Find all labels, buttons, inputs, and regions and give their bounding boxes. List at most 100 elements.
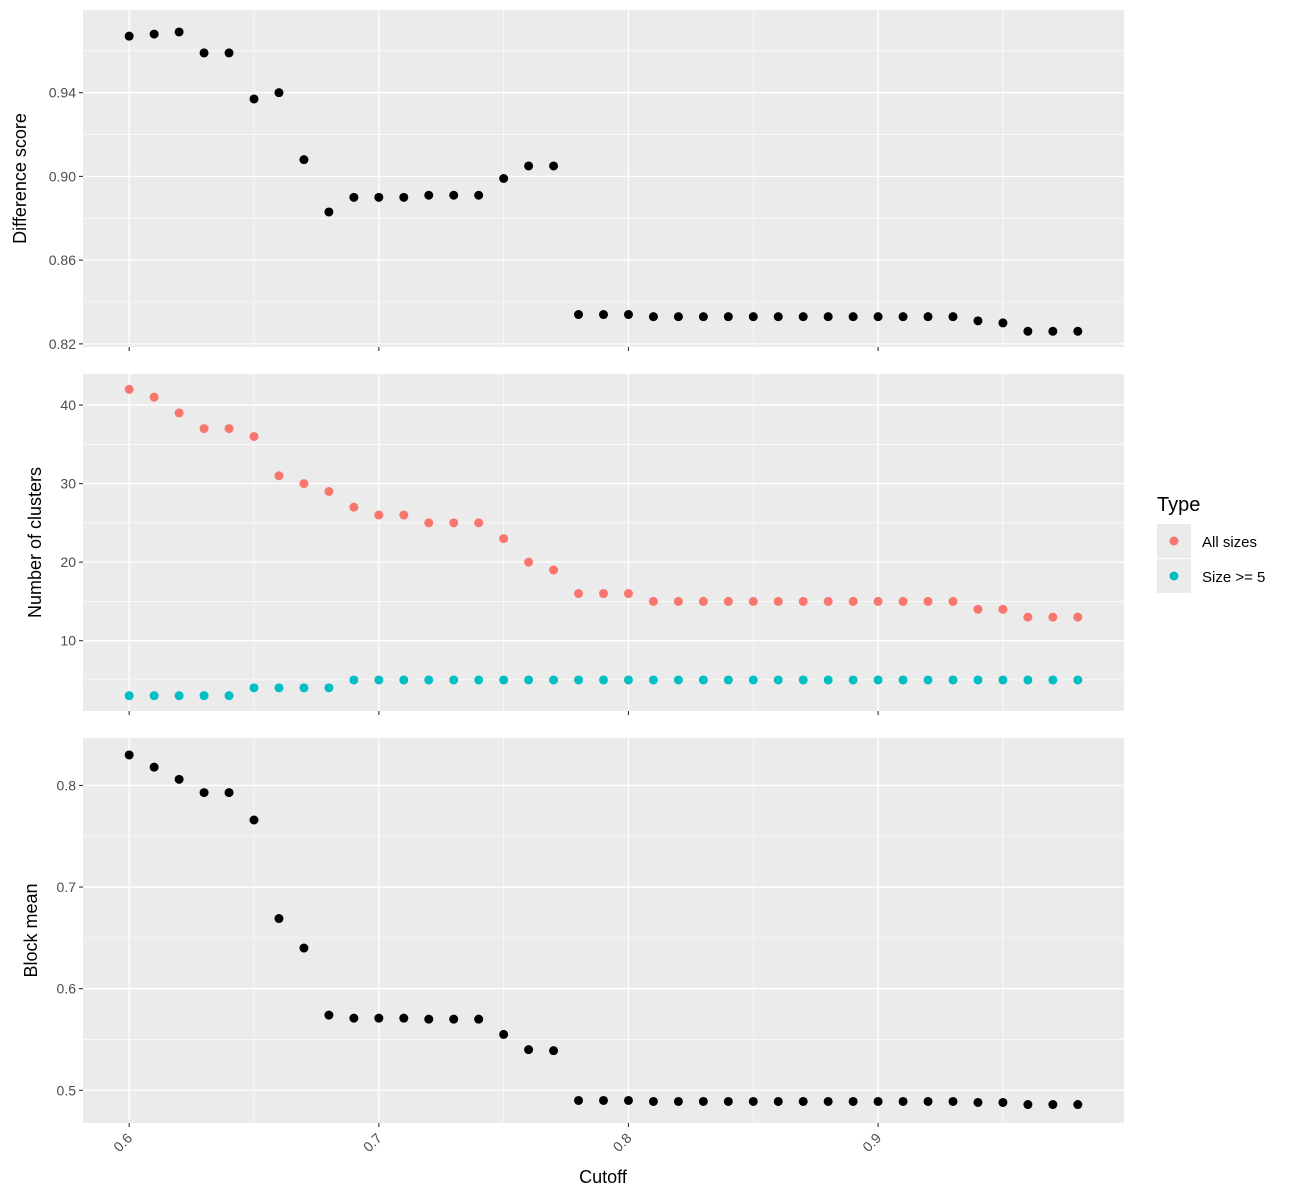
legend: Type All sizes Size >= 5 — [1157, 494, 1265, 593]
data-point — [1023, 1100, 1033, 1110]
data-point — [499, 675, 509, 685]
data-point — [823, 675, 833, 685]
data-point — [124, 750, 134, 760]
data-point — [349, 192, 359, 202]
data-point — [998, 318, 1008, 328]
y-tick-label: 10 — [60, 633, 76, 649]
y-tick-label: 0.8 — [57, 777, 77, 793]
data-point — [648, 596, 658, 606]
data-point — [424, 518, 434, 528]
data-point — [723, 312, 733, 322]
data-point — [424, 190, 434, 200]
data-point — [399, 192, 409, 202]
data-point — [174, 408, 184, 418]
data-point — [374, 1013, 384, 1023]
data-point — [748, 596, 758, 606]
panel-background — [83, 738, 1124, 1123]
y-axis-title: Number of clusters — [25, 467, 45, 618]
data-point — [898, 1096, 908, 1106]
data-point — [174, 774, 184, 784]
y-tick-label: 0.6 — [57, 981, 77, 997]
data-point — [948, 675, 958, 685]
data-point — [274, 914, 284, 924]
data-point — [324, 683, 334, 693]
data-point — [898, 675, 908, 685]
y-tick-label: 0.86 — [49, 252, 76, 268]
data-point — [549, 565, 559, 575]
data-point — [798, 312, 808, 322]
data-point — [474, 1014, 484, 1024]
data-point — [149, 29, 159, 39]
data-point — [549, 675, 559, 685]
data-point — [773, 312, 783, 322]
y-tick-label: 0.82 — [49, 336, 76, 352]
data-point — [748, 312, 758, 322]
data-point — [948, 312, 958, 322]
data-point — [973, 1097, 983, 1107]
data-point — [574, 589, 584, 599]
data-point — [798, 675, 808, 685]
data-point — [823, 312, 833, 322]
data-point — [299, 155, 309, 165]
data-point — [399, 1013, 409, 1023]
data-point — [499, 174, 509, 183]
data-point — [399, 510, 409, 520]
data-point — [249, 94, 259, 104]
data-point — [923, 596, 933, 606]
data-point — [524, 1045, 534, 1055]
data-point — [623, 589, 633, 599]
data-point — [124, 384, 134, 394]
y-axis-title: Block mean — [21, 883, 41, 977]
data-point — [848, 675, 858, 685]
data-point — [199, 424, 209, 434]
data-point — [723, 675, 733, 685]
data-point — [224, 424, 234, 434]
data-point — [399, 675, 409, 685]
data-point — [424, 675, 434, 685]
data-point — [499, 1029, 509, 1039]
data-point — [1073, 612, 1083, 622]
data-point — [349, 675, 359, 685]
data-point — [648, 1096, 658, 1106]
data-point — [698, 675, 708, 685]
data-point — [599, 1095, 608, 1105]
data-point — [599, 589, 608, 599]
data-point — [249, 815, 259, 825]
data-point — [723, 1096, 733, 1106]
x-axis-title: Cutoff — [579, 1167, 628, 1187]
data-point — [773, 675, 783, 685]
data-point — [474, 675, 484, 685]
data-point — [224, 788, 234, 798]
data-point — [474, 518, 484, 528]
data-point — [524, 675, 534, 685]
data-point — [274, 683, 284, 693]
data-point — [1048, 326, 1058, 336]
data-point — [698, 1096, 708, 1106]
y-tick-label: 20 — [60, 554, 76, 570]
y-tick-label: 0.5 — [57, 1082, 77, 1098]
legend-key-size-ge5 — [1169, 571, 1179, 581]
data-point — [1048, 675, 1058, 685]
data-point — [648, 675, 658, 685]
data-point — [848, 596, 858, 606]
panel-background — [83, 374, 1124, 711]
data-point — [998, 675, 1008, 685]
data-point — [299, 683, 309, 693]
data-point — [998, 604, 1008, 614]
data-point — [524, 557, 534, 567]
data-point — [124, 31, 134, 41]
series-2 — [124, 675, 1083, 701]
series-1 — [124, 27, 1083, 336]
data-point — [474, 190, 484, 200]
data-point — [998, 1097, 1008, 1107]
data-point — [524, 161, 534, 171]
data-point — [424, 1014, 434, 1024]
data-point — [973, 604, 983, 614]
y-tick-label: 0.7 — [57, 879, 77, 895]
data-point — [574, 675, 584, 685]
data-point — [374, 192, 384, 202]
data-point — [1023, 675, 1033, 685]
data-point — [698, 312, 708, 322]
data-point — [299, 943, 309, 953]
